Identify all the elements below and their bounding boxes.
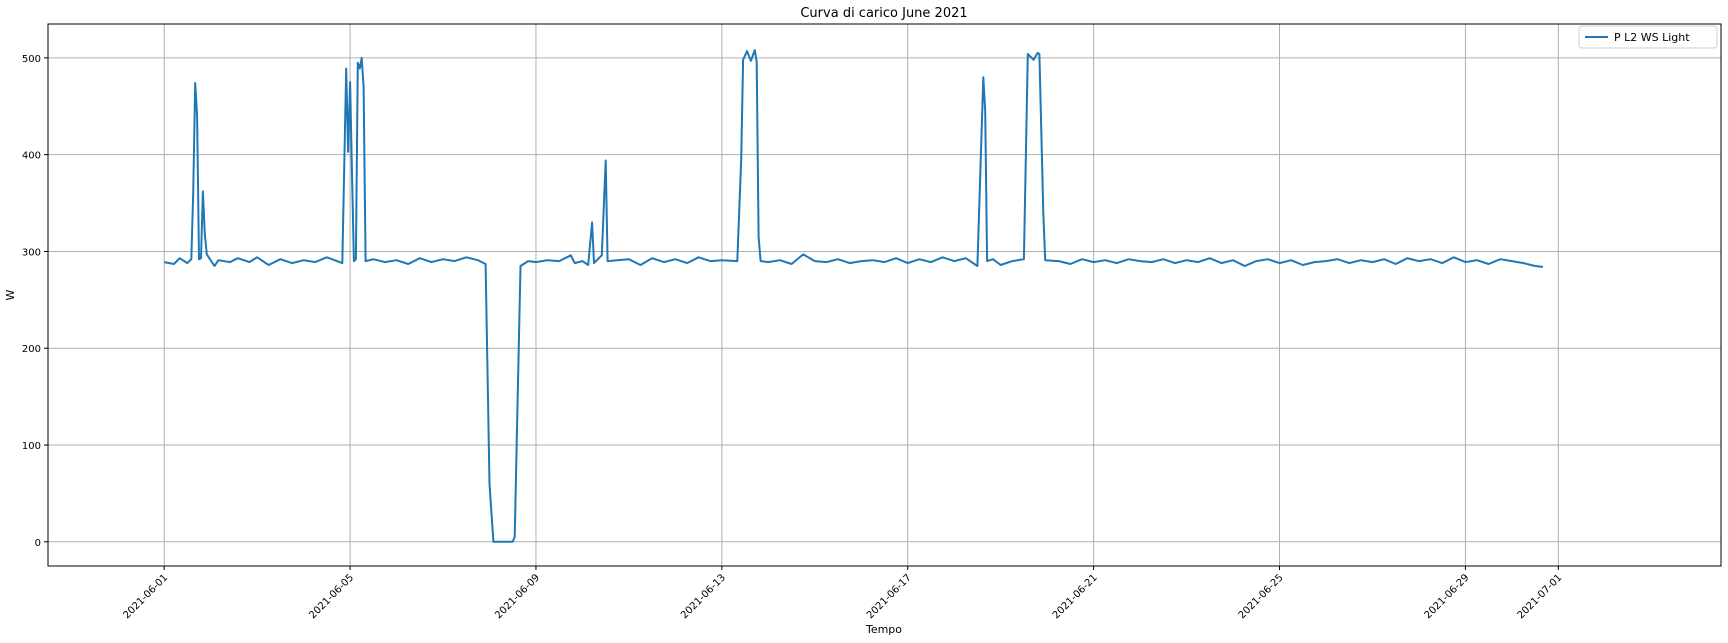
plot-frame xyxy=(47,23,1722,567)
series-layer xyxy=(164,49,1544,543)
legend-box xyxy=(1578,25,1718,49)
chart-title: Curva di carico June 2021 xyxy=(800,6,967,21)
legend: P L2 WS Light xyxy=(1578,25,1718,49)
y-tick-label: 0 xyxy=(35,538,41,549)
x-axis-label: Tempo xyxy=(865,623,902,636)
y-tick-label: 400 xyxy=(22,151,41,162)
legend-label: P L2 WS Light xyxy=(1614,31,1690,44)
y-tick-label: 100 xyxy=(22,441,41,452)
y-tick-label: 200 xyxy=(22,344,41,355)
y-axis-label: W xyxy=(4,289,17,300)
series-line xyxy=(164,49,1544,543)
y-tick-label: 500 xyxy=(22,54,41,65)
y-axis-ticks: 0 100 200 300 400 500 xyxy=(22,54,48,549)
grid xyxy=(48,24,1721,566)
y-tick-label: 300 xyxy=(22,247,41,258)
